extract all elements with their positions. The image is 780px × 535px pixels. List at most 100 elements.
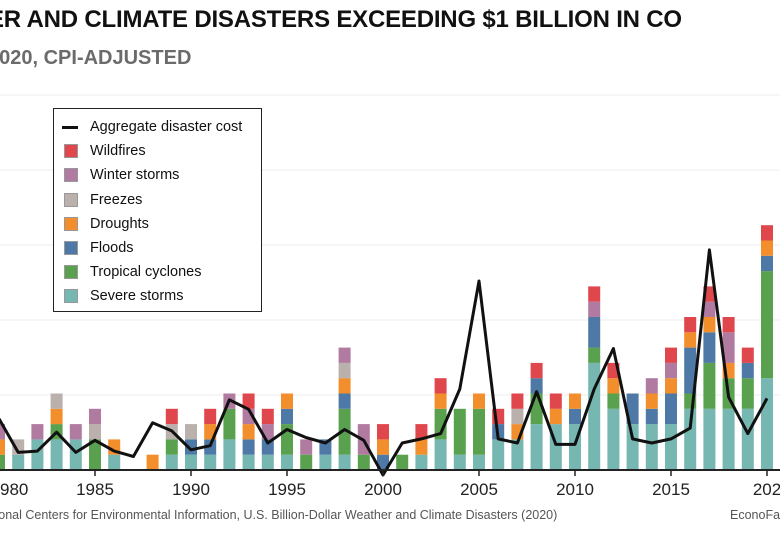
bar-winter_storms-1985	[89, 408, 101, 425]
bar-droughts-1993	[242, 424, 255, 440]
bar-severe_storms-1982	[31, 439, 44, 470]
x-tick-label-1995: 1995	[268, 480, 306, 499]
legend-swatch-severe_storms	[64, 289, 78, 304]
bar-freezes-1990	[185, 424, 197, 440]
bar-wildfires-2016	[684, 317, 697, 333]
legend-swatch-freezes	[64, 192, 78, 207]
legend-label-tropical_cyclones: Tropical cyclones	[90, 264, 202, 281]
bar-tropical_cyclones-2008	[530, 393, 543, 425]
bar-severe_storms-2016	[684, 408, 697, 470]
bar-floods-2008	[530, 378, 543, 394]
legend-swatch-droughts	[64, 216, 78, 231]
bar-severe_storms-2007	[511, 439, 524, 470]
bar-severe_storms-1998	[338, 454, 351, 470]
legend-swatch-winter_storms	[64, 168, 78, 183]
legend-label-aggregate: Aggregate disaster cost	[90, 119, 243, 136]
bar-freezes-1985	[89, 424, 101, 440]
bar-tropical_cyclones-2003	[434, 408, 447, 440]
chart-legend: Aggregate disaster cost Wildfires Winter s…	[53, 108, 262, 312]
bar-severe_storms-1990	[185, 454, 197, 470]
bar-floods-2011	[588, 317, 601, 348]
legend-label-freezes: Freezes	[90, 191, 143, 208]
bar-droughts-2012	[607, 378, 620, 394]
bar-tropical_cyclones-2020	[761, 271, 773, 379]
x-tick-label-2020: 202	[753, 480, 780, 499]
bar-floods-1998	[338, 393, 351, 409]
chart-title: ER AND CLIMATE DISASTERS EXCEEDING $1 BI…	[0, 6, 682, 33]
bar-freezes-2007	[511, 408, 524, 425]
bar-severe_storms-1983	[50, 439, 63, 470]
bar-tropical_cyclones-1980	[0, 454, 5, 470]
x-tick-label-2000: 2000	[364, 480, 402, 499]
bar-severe_storms-1991	[204, 454, 217, 470]
bar-wildfires-1991	[204, 408, 217, 425]
bar-floods-2000	[377, 454, 389, 470]
bar-wildfires-2019	[741, 347, 754, 363]
bar-droughts-1988	[146, 454, 159, 470]
bar-wildfires-2008	[530, 362, 543, 379]
bar-droughts-2009	[549, 408, 562, 425]
bar-droughts-1980	[0, 439, 5, 455]
bar-severe_storms-2017	[703, 408, 716, 470]
bar-droughts-2017	[703, 317, 716, 333]
bar-severe_storms-2015	[665, 424, 677, 470]
legend-swatch-tropical_cyclones	[64, 265, 78, 280]
bar-severe_storms-2006	[492, 439, 505, 470]
bar-tropical_cyclones-2005	[473, 408, 485, 455]
legend-item-floods: Floods	[62, 236, 261, 260]
bar-severe_storms-1994	[261, 454, 274, 470]
bar-floods-2017	[703, 332, 716, 363]
x-tick-label-2005: 2005	[460, 480, 498, 499]
bar-severe_storms-2002	[415, 454, 428, 470]
bar-droughts-2020	[761, 240, 773, 256]
bar-tropical_cyclones-2001	[396, 454, 409, 470]
legend-item-freezes: Freezes	[62, 188, 261, 212]
bar-winter_storms-2017	[703, 301, 716, 317]
x-tick-label-1985: 1985	[76, 480, 114, 499]
bar-floods-2019	[741, 362, 754, 379]
bar-winter_storms-1984	[69, 424, 82, 440]
bar-severe_storms-2008	[530, 424, 543, 470]
chart-subtitle: 2020, CPI-ADJUSTED	[0, 47, 192, 69]
bar-droughts-2005	[473, 393, 485, 409]
bar-severe_storms-1981	[12, 454, 25, 470]
bar-tropical_cyclones-2017	[703, 362, 716, 409]
bar-wildfires-1989	[165, 408, 178, 425]
bar-freezes-1983	[50, 393, 63, 409]
bar-winter_storms-1980	[0, 424, 5, 440]
bar-tropical_cyclones-1996	[300, 454, 313, 470]
bar-severe_storms-2013	[626, 424, 639, 470]
legend-label-floods: Floods	[90, 240, 134, 257]
bar-severe_storms-2004	[453, 454, 466, 470]
legend-item-winter_storms: Winter storms	[62, 163, 261, 187]
bar-tropical_cyclones-1999	[357, 454, 370, 470]
bar-winter_storms-2018	[722, 332, 735, 363]
bar-severe_storms-2011	[588, 362, 601, 470]
bar-tropical_cyclones-1989	[165, 439, 178, 455]
bar-droughts-2003	[434, 393, 447, 409]
x-tick-label-1980: 980	[0, 480, 28, 499]
bar-severe_storms-1997	[319, 454, 332, 470]
x-tick-label-2015: 2015	[652, 480, 690, 499]
bar-floods-2016	[684, 347, 697, 394]
bar-severe_storms-1989	[165, 454, 178, 470]
bar-wildfires-2020	[761, 225, 773, 241]
bar-severe_storms-2005	[473, 454, 485, 470]
legend-label-winter_storms: Winter storms	[90, 167, 180, 184]
bar-wildfires-2002	[415, 424, 428, 440]
bar-tropical_cyclones-2012	[607, 393, 620, 409]
bar-droughts-1998	[338, 378, 351, 394]
legend-label-wildfires: Wildfires	[90, 143, 146, 160]
bar-tropical_cyclones-2004	[453, 408, 466, 455]
bar-severe_storms-2018	[722, 408, 735, 470]
bar-severe_storms-2019	[741, 408, 754, 470]
bar-severe_storms-1993	[242, 454, 255, 470]
legend-item-wildfires: Wildfires	[62, 139, 261, 163]
bar-floods-1995	[281, 408, 293, 425]
bar-floods-2020	[761, 255, 773, 272]
bar-droughts-2002	[415, 439, 428, 455]
bar-severe_storms-2003	[434, 439, 447, 470]
legend-swatch-aggregate	[62, 125, 78, 129]
bar-severe_storms-2014	[645, 424, 658, 470]
